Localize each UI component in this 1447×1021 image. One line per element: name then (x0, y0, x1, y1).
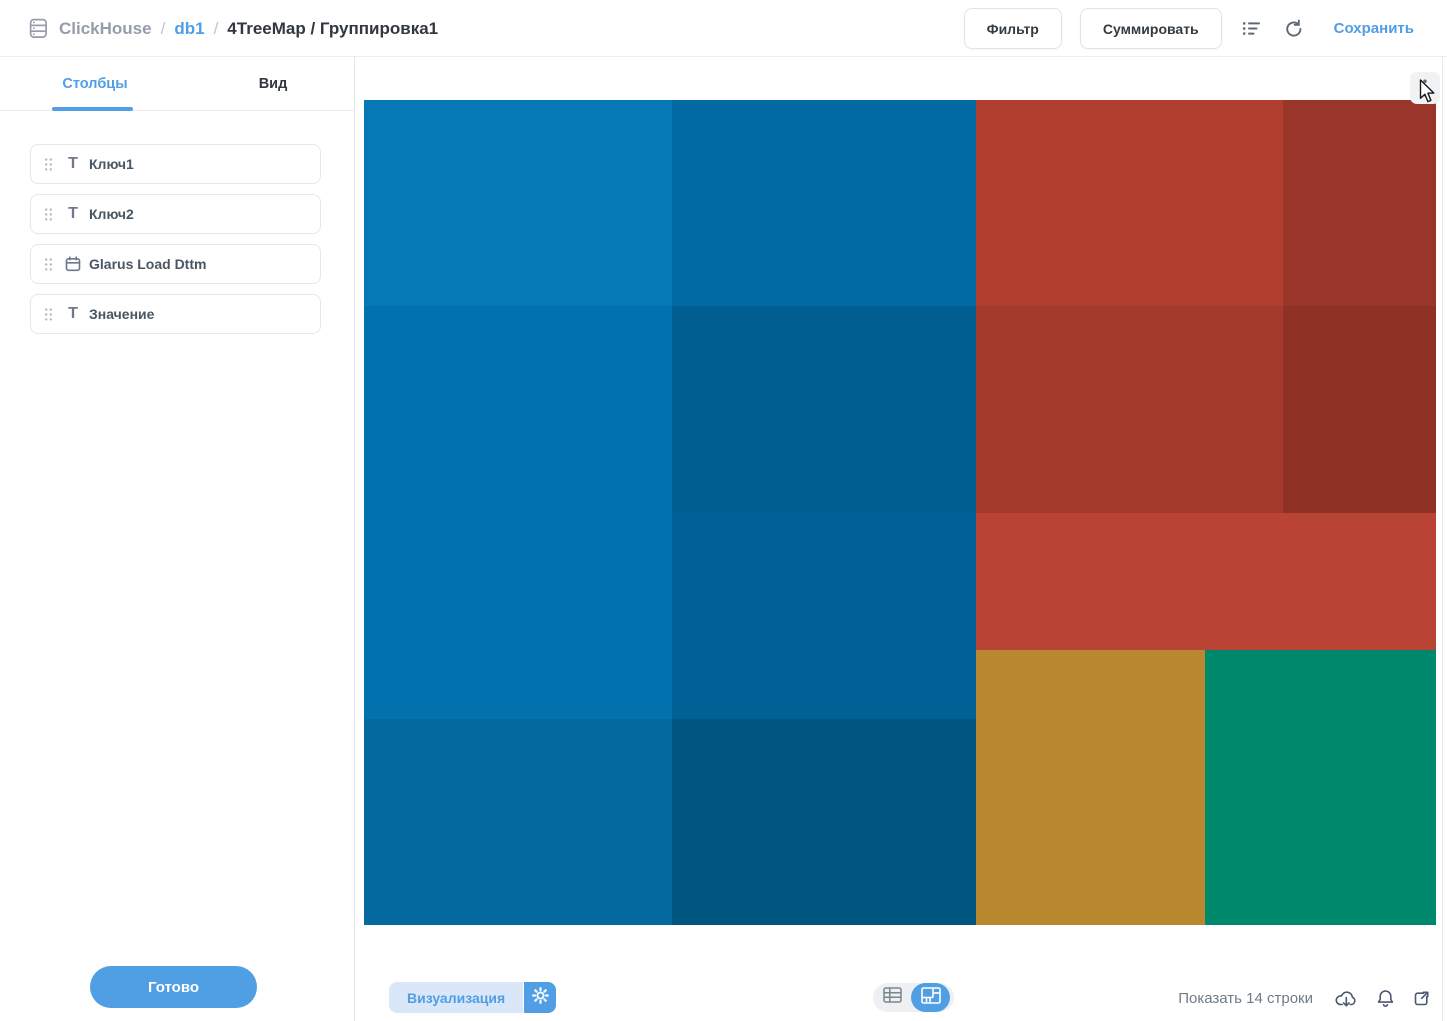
text-type-icon: T (68, 205, 78, 222)
treemap-cell-red2-top[interactable] (1283, 100, 1436, 306)
field-label: Ключ2 (89, 206, 134, 222)
result-view-toggle (873, 983, 954, 1012)
treemap-cell-blue2-r2[interactable] (671, 306, 976, 513)
treemap-cell-red1-top[interactable] (976, 100, 1284, 306)
tab-view[interactable]: Вид (258, 76, 288, 92)
field-card-kluch1[interactable]: T Ключ1 (30, 144, 321, 184)
sidebar-tabs: Столбцы Вид (0, 57, 354, 111)
breadcrumb-database[interactable]: ClickHouse (59, 18, 152, 38)
visualization-settings-button[interactable] (524, 982, 557, 1013)
treemap-cell-red-strip[interactable] (976, 512, 1436, 651)
treemap-cell-blue1-mid[interactable] (364, 306, 672, 719)
save-button[interactable]: Сохранить (1333, 20, 1414, 37)
header-bar: ClickHouse / db1 / 4TreeMap / Группировк… (0, 0, 1447, 57)
visualization-button[interactable]: Визуализация (389, 982, 524, 1013)
treemap-cell-blue2-r3[interactable] (671, 512, 976, 719)
sidebar: Столбцы Вид T Ключ1 (0, 57, 355, 1021)
table-icon (882, 987, 902, 1008)
done-button[interactable]: Готово (90, 966, 257, 1008)
footer-actions: Показать 14 строки (1178, 982, 1430, 1014)
download-cloud-icon[interactable] (1335, 989, 1358, 1008)
field-label: Значение (89, 306, 155, 322)
header-actions: Фильтр Суммировать Сохранить (963, 0, 1414, 57)
treemap-cell-blue1-top[interactable] (364, 100, 672, 306)
table-view-button[interactable] (873, 983, 911, 1012)
notebook-steps-icon[interactable] (1240, 17, 1264, 41)
calendar-icon (64, 256, 82, 272)
breadcrumb-separator: / (160, 18, 166, 38)
treemap-cell-blue1-bottom[interactable] (364, 718, 672, 925)
filter-button[interactable]: Фильтр (963, 8, 1062, 49)
summarize-button[interactable]: Суммировать (1079, 8, 1222, 49)
field-label: Ключ1 (89, 156, 134, 172)
drag-handle-icon[interactable] (44, 207, 53, 222)
breadcrumb-separator: / (213, 18, 219, 38)
chart-menu-button[interactable] (1410, 72, 1440, 104)
drag-handle-icon[interactable] (44, 257, 53, 272)
treemap (364, 100, 1436, 925)
field-list: T Ключ1 T Ключ2 (30, 144, 321, 344)
field-label: Glarus Load Dttm (89, 256, 207, 272)
text-type-icon: T (68, 305, 78, 322)
visualization-button-group: Визуализация (389, 982, 557, 1013)
treemap-cell-orange[interactable] (976, 650, 1205, 925)
drag-handle-icon[interactable] (44, 157, 53, 172)
gear-icon (531, 986, 549, 1009)
active-tab-underline (52, 107, 133, 111)
treemap-cell-blue2-r4[interactable] (671, 718, 976, 925)
field-card-znachenie[interactable]: T Значение (30, 294, 321, 334)
panel-right-border (1442, 57, 1443, 1021)
breadcrumb-schema[interactable]: db1 (174, 18, 205, 38)
treemap-cell-red2-bottom[interactable] (1283, 306, 1436, 513)
bell-icon[interactable] (1377, 989, 1394, 1008)
external-link-icon[interactable] (1413, 990, 1430, 1007)
treemap-icon (920, 986, 941, 1009)
treemap-cell-teal[interactable] (1204, 650, 1436, 925)
refresh-icon[interactable] (1282, 17, 1306, 41)
visualization-view-button[interactable] (911, 983, 950, 1012)
text-type-icon: T (68, 155, 78, 172)
treemap-cell-blue2-r1[interactable] (671, 100, 976, 306)
drag-handle-icon[interactable] (44, 307, 53, 322)
field-card-glarus-load-dttm[interactable]: Glarus Load Dttm (30, 244, 321, 284)
breadcrumb: ClickHouse / db1 / 4TreeMap / Группировк… (26, 0, 438, 57)
treemap-cell-red1-bottom[interactable] (976, 306, 1284, 513)
tab-columns[interactable]: Столбцы (62, 76, 128, 92)
database-icon (26, 17, 50, 41)
page-title: 4TreeMap / Группировка1 (227, 18, 439, 38)
field-card-kluch2[interactable]: T Ключ2 (30, 194, 321, 234)
rows-shown-label[interactable]: Показать 14 строки (1178, 989, 1313, 1007)
